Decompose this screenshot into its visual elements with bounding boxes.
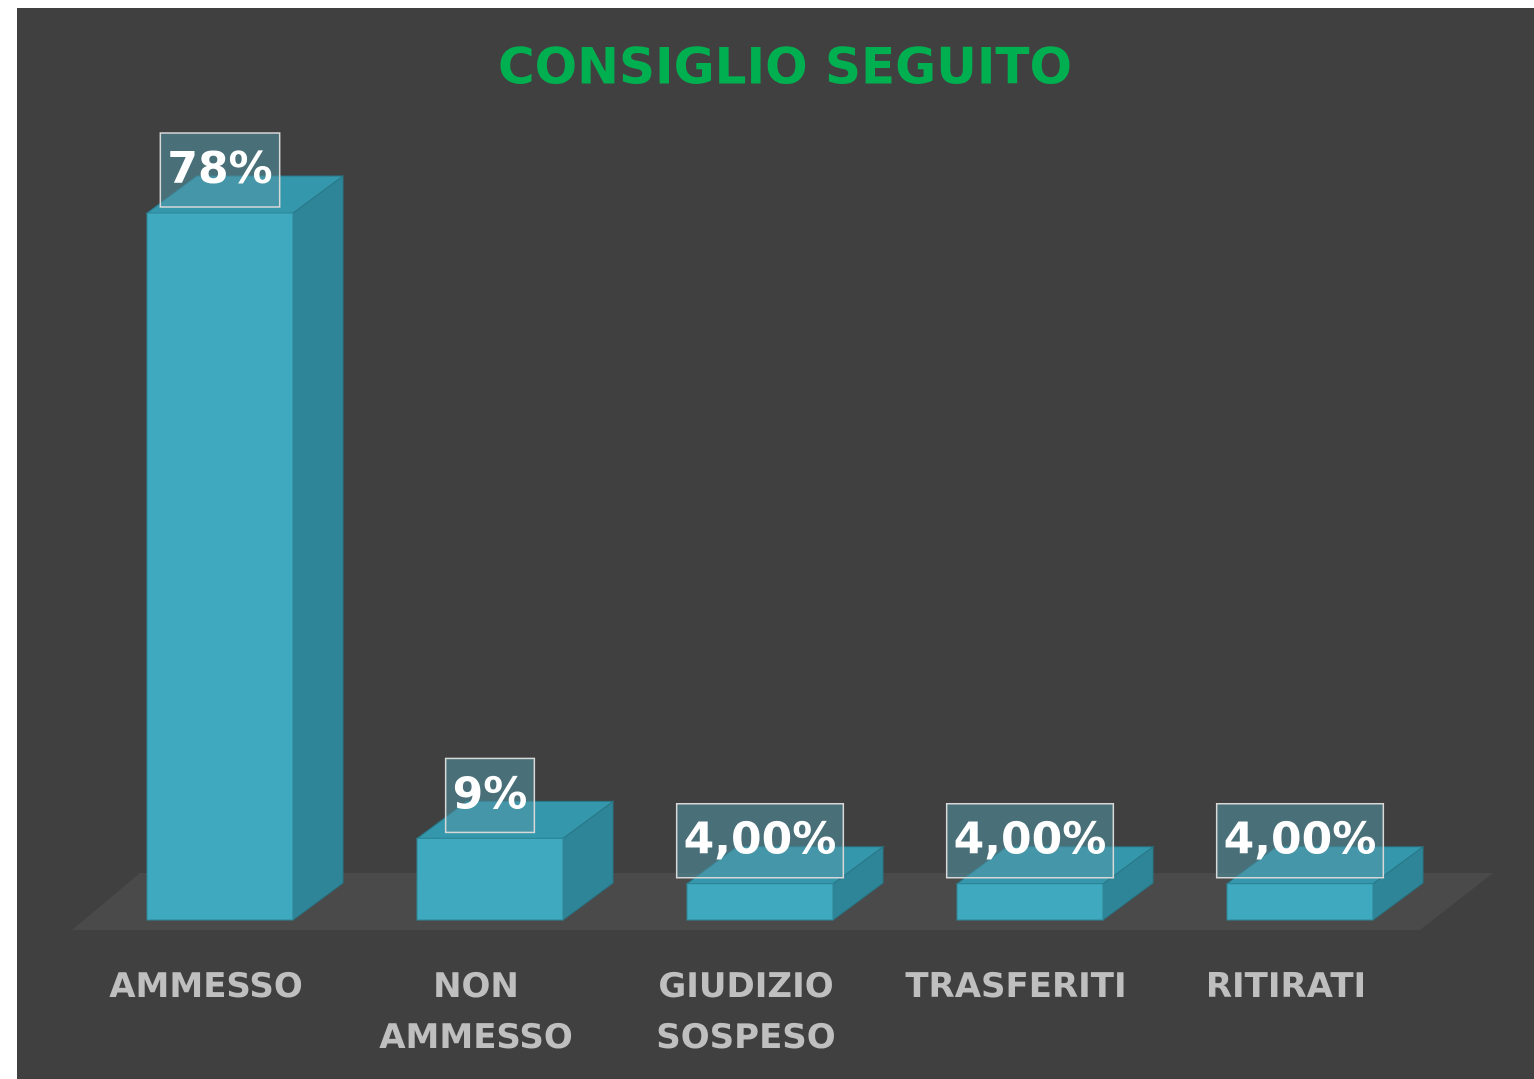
x-tick-label: TRASFERITI xyxy=(905,966,1126,1006)
value-label: 9% xyxy=(453,768,528,819)
bar xyxy=(686,883,834,921)
bar xyxy=(1226,883,1374,921)
bar xyxy=(956,883,1104,921)
x-tick-label-line: TRASFERITI xyxy=(905,966,1126,1006)
x-tick-label-line: AMMESSO xyxy=(379,1017,573,1057)
x-tick-label-line: NON xyxy=(433,966,519,1006)
x-tick-label: AMMESSO xyxy=(109,966,303,1006)
value-label-box xyxy=(1215,802,1385,879)
value-label: 78% xyxy=(167,143,272,194)
bar xyxy=(416,837,564,921)
chart-title: CONSIGLIO SEGUITO xyxy=(498,38,1072,96)
value-label-box xyxy=(675,802,845,879)
x-tick-label: NON AMMESSO xyxy=(379,966,573,1057)
bar-side xyxy=(292,175,344,921)
x-tick-label-line: GIUDIZIO xyxy=(658,966,833,1006)
bar xyxy=(146,212,294,921)
x-tick-label-line: RITIRATI xyxy=(1206,966,1366,1006)
value-label-box xyxy=(945,802,1115,879)
value-label: 4,00% xyxy=(684,814,837,865)
x-tick-label-line: AMMESSO xyxy=(109,966,303,1006)
value-label-box xyxy=(159,132,281,208)
value-label: 4,00% xyxy=(954,814,1107,865)
x-tick-label: RITIRATI xyxy=(1206,966,1366,1006)
x-tick-label: GIUDIZIO SOSPESO xyxy=(656,966,835,1057)
x-tick-label-line: SOSPESO xyxy=(656,1017,835,1057)
value-label-box xyxy=(444,757,536,834)
value-label: 4,00% xyxy=(1224,814,1377,865)
